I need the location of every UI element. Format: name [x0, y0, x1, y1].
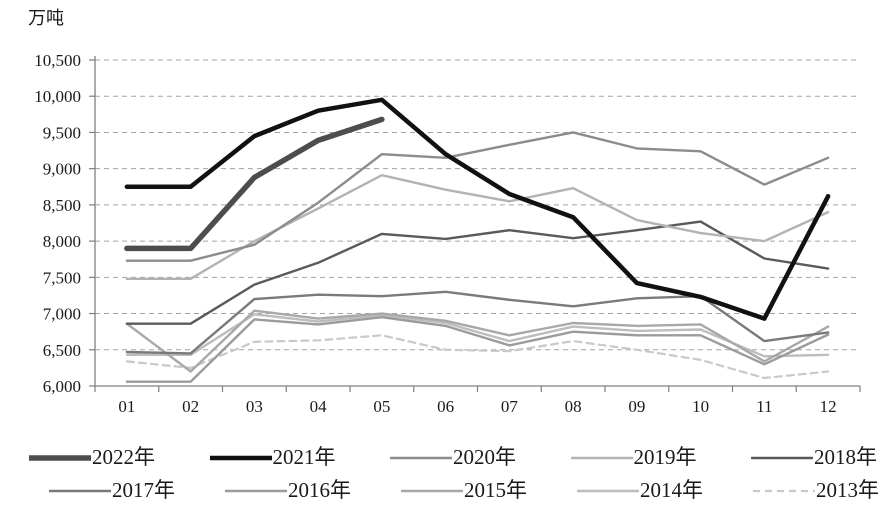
series-line-2022	[124, 116, 385, 252]
legend-row-2: 2017年 2016年 2015年 2014年 2013年	[0, 474, 881, 507]
x-tick-label-09: 09	[628, 397, 645, 416]
legend-label-2016: 2016年	[288, 478, 351, 502]
x-tick-label-05: 05	[373, 397, 390, 416]
x-tick-label-12: 12	[820, 397, 837, 416]
axes	[89, 56, 861, 392]
legend-item-2021: 2021年	[209, 447, 336, 468]
legend-label-2019: 2019年	[633, 445, 697, 469]
legend-label-2020: 2020年	[453, 445, 516, 469]
legend-item-2018: 2018年	[750, 447, 877, 468]
legend-swatch-2017	[49, 489, 111, 492]
y-tick-label: 6,000	[43, 377, 81, 396]
series-line-2013	[125, 334, 830, 380]
series-line-2017	[125, 290, 830, 355]
legend-label-2022: 2022年	[92, 445, 155, 469]
x-tick-label-10: 10	[692, 397, 709, 416]
legend-swatch-2015	[401, 489, 463, 492]
gridlines	[95, 59, 860, 351]
legend-item-2014: 2014年	[576, 480, 703, 501]
series-line-2021	[124, 97, 831, 321]
series-line-2015	[125, 309, 830, 373]
legend-swatch-2014	[577, 489, 639, 492]
legend-swatch-2019	[570, 456, 633, 459]
legend-item-2016: 2016年	[224, 480, 351, 501]
legend-row-1: 2022年 2021年 2020年 2019年 2018年	[0, 441, 881, 474]
y-tick-label: 10,500	[34, 51, 81, 70]
legend-item-2013: 2013年	[752, 480, 879, 501]
legend-swatch-2018	[751, 456, 813, 459]
legend-label-2013: 2013年	[816, 478, 879, 502]
x-tick-label-11: 11	[756, 397, 772, 416]
chart-plot-area: 万吨 10,500 10,000 9,500 9,000 8,500 8,000 7,500…	[28, 8, 861, 416]
legend-swatch-2022	[29, 454, 91, 461]
y-axis-unit-label: 万吨	[28, 8, 64, 28]
y-tick-label: 9,000	[43, 160, 81, 179]
y-tick-label: 8,500	[43, 196, 81, 215]
x-tick-label-01: 01	[118, 397, 135, 416]
series-line-2018	[125, 220, 830, 325]
y-tick-label: 8,000	[43, 232, 81, 251]
series-line-2020	[125, 131, 830, 262]
legend-swatch-2016	[225, 489, 287, 492]
series-line-2016	[125, 316, 830, 383]
y-tick-label: 10,000	[34, 87, 81, 106]
legend-label-2015: 2015年	[464, 478, 527, 502]
legend-swatch-2013	[753, 489, 815, 492]
legend-swatch-2020	[390, 456, 452, 459]
y-tick-label: 9,500	[43, 123, 81, 142]
legend-item-2017: 2017年	[48, 480, 175, 501]
x-axis-tick-labels: 01 02 03 04 05 06 07 08 09 10 11 12	[118, 397, 836, 416]
legend-swatch-2021	[209, 455, 272, 460]
y-tick-label: 7,000	[43, 305, 81, 324]
legend-label-2017: 2017年	[112, 478, 175, 502]
x-tick-label-06: 06	[437, 397, 454, 416]
data-series-lines	[124, 97, 831, 383]
y-axis-tick-labels: 10,500 10,000 9,500 9,000 8,500 8,000 7,500 7,0…	[34, 51, 81, 396]
legend-item-2019: 2019年	[570, 447, 697, 468]
x-tick-label-08: 08	[565, 397, 582, 416]
x-tick-label-04: 04	[310, 397, 328, 416]
y-tick-label: 6,500	[43, 341, 81, 360]
x-tick-label-02: 02	[182, 397, 199, 416]
legend-label-2014: 2014年	[640, 478, 703, 502]
x-tick-label-03: 03	[246, 397, 263, 416]
chart-legend: 2022年 2021年 2020年 2019年 2018年 2017年 2016年 2015年…	[0, 441, 881, 507]
legend-item-2015: 2015年	[400, 480, 527, 501]
legend-item-2022: 2022年	[28, 447, 155, 468]
series-line-2019	[125, 173, 830, 280]
legend-label-2021: 2021年	[272, 445, 336, 469]
legend-label-2018: 2018年	[814, 445, 877, 469]
legend-item-2020: 2020年	[389, 447, 516, 468]
y-tick-label: 7,500	[43, 268, 81, 287]
x-tick-label-07: 07	[501, 397, 519, 416]
